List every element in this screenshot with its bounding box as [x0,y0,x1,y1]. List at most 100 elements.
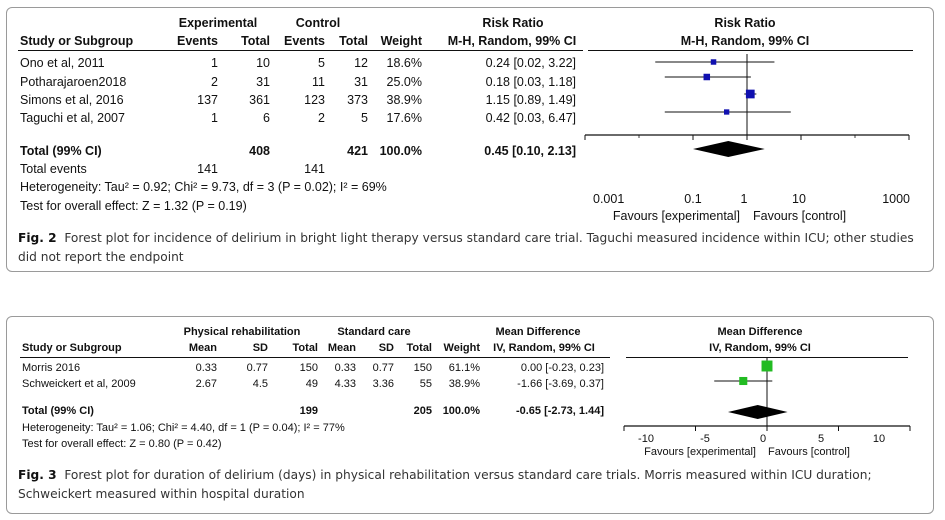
study-header: Study or Subgroup [22,342,122,354]
figure-2-panel [6,7,934,272]
tick-label: -10 [638,433,654,445]
ctrl-events: 123 [304,93,325,107]
exp-total: 361 [249,93,270,107]
std-sd-header: SD [378,342,394,354]
total-weight: 100.0% [442,405,480,417]
tick-label: 1 [740,192,748,206]
exp-total: 31 [256,75,270,89]
study-name: Ono et al, 2011 [20,56,105,70]
study-estimate-marker [723,109,730,115]
rehab-mean-header: Mean [188,342,217,354]
pooled-ci: 0.45 [0.10, 2.13] [484,144,576,158]
exp-total: 10 [256,56,270,70]
exp-events: 137 [197,93,218,107]
forest-plot-mean-difference [623,357,911,431]
weight-header: Weight [380,34,422,48]
exp-total: 6 [263,111,270,125]
rehab-mean: 2.67 [195,378,217,390]
heterogeneity-text: Heterogeneity: Tau² = 1.06; Chi² = 4.40,… [22,422,345,434]
figure-3-label: Fig. 3 [18,468,57,482]
overall-effect-text: Test for overall effect: Z = 0.80 (P = 0… [22,438,222,450]
header-rule [20,357,610,358]
exp-events-header: Events [177,34,218,48]
exp-events: 1 [211,56,218,70]
std-mean-header: Mean [327,342,356,354]
study-estimate-marker [739,376,748,386]
study-estimate-marker [703,73,711,81]
ctrl-events-sum: 141 [304,162,325,176]
header-rule [18,50,583,51]
std-sd: 3.36 [372,378,394,390]
mean-difference-ci: -1.66 [-3.69, 0.37] [517,378,604,390]
favours-right-label: Favours [control] [753,209,847,223]
ctrl-events: 2 [318,111,325,125]
weight-value: 25.0% [386,75,422,89]
total-label: Total (99% CI) [20,144,102,158]
group1-header: Experimental [178,16,258,30]
tick-label: 0.001 [593,192,625,206]
std-mean: 4.33 [334,378,356,390]
exp-total-header: Total [241,34,270,48]
weight-value: 38.9% [386,93,422,107]
std-mean: 0.33 [334,362,356,374]
forest-plot-risk-ratio [584,54,910,157]
weight-value: 61.1% [448,362,480,374]
risk-ratio-ci: 0.24 [0.02, 3.22] [485,56,576,70]
rehab-sd-header: SD [252,342,268,354]
tick-label: 10 [872,433,886,445]
study-estimate-marker [745,89,755,99]
group1-header: Physical rehabilitation [183,326,301,338]
tick-label: 5 [817,433,825,445]
exp-events: 1 [211,111,218,125]
effect-method-header: IV, Random, 99% CI [493,342,595,354]
risk-ratio-ci: 1.15 [0.89, 1.49] [485,93,576,107]
risk-ratio-ci: 0.18 [0.03, 1.18] [485,75,576,89]
std-sd: 0.77 [372,362,394,374]
group2-header: Control [295,16,341,30]
study-name: Schweickert et al, 2009 [22,378,136,390]
plot-method-header: IV, Random, 99% CI [709,342,811,354]
ctrl-events: 11 [312,75,325,89]
plot-header-rule [588,50,913,51]
tick-label: 1000 [882,192,910,206]
mean-difference-ci: 0.00 [-0.23, 0.23] [520,362,604,374]
weight-value: 38.9% [448,378,480,390]
favours-right-label: Favours [control] [768,446,850,458]
tick-label: -5 [700,433,710,445]
total-weight: 100.0% [379,144,422,158]
rehab-mean: 0.33 [195,362,217,374]
pooled-estimate-diamond [727,405,788,419]
study-estimate-marker [710,59,717,65]
ctrl-total: 12 [354,56,368,70]
exp-total-sum: 408 [249,144,270,158]
ctrl-total-sum: 421 [347,144,368,158]
std-total: 55 [419,378,432,390]
plot-title: Risk Ratio [714,16,776,30]
exp-events: 2 [211,75,218,89]
weight-header: Weight [443,342,480,354]
heterogeneity-text: Heterogeneity: Tau² = 0.92; Chi² = 9.73,… [20,180,387,194]
tick-label: 0 [759,433,767,445]
rehab-sd: 4.5 [252,378,268,390]
figure-3-caption: Fig. 3 Forest plot for duration of delir… [18,466,923,504]
weight-value: 18.6% [386,56,422,70]
ctrl-total: 5 [361,111,368,125]
risk-ratio-ci: 0.42 [0.03, 6.47] [485,111,576,125]
std-total-sum: 205 [413,405,432,417]
std-total: 150 [413,362,432,374]
std-total-header: Total [406,342,432,354]
figure-3-panel [6,316,934,514]
total-label: Total (99% CI) [22,405,94,417]
pooled-ci: -0.65 [-2.73, 1.44] [515,405,604,417]
ctrl-events-header: Events [284,34,325,48]
tick-label: 10 [792,192,806,206]
figure-2-caption: Fig. 2 Forest plot for incidence of deli… [18,229,923,267]
group2-header: Standard care [337,326,411,338]
exp-events-sum: 141 [197,162,218,176]
study-name: Potharajaroen2018 [20,75,127,89]
pooled-estimate-diamond [693,141,765,157]
ctrl-total-header: Total [339,34,368,48]
rehab-total-sum: 199 [299,405,318,417]
figure-2-label: Fig. 2 [18,231,57,245]
ctrl-total: 373 [347,93,368,107]
